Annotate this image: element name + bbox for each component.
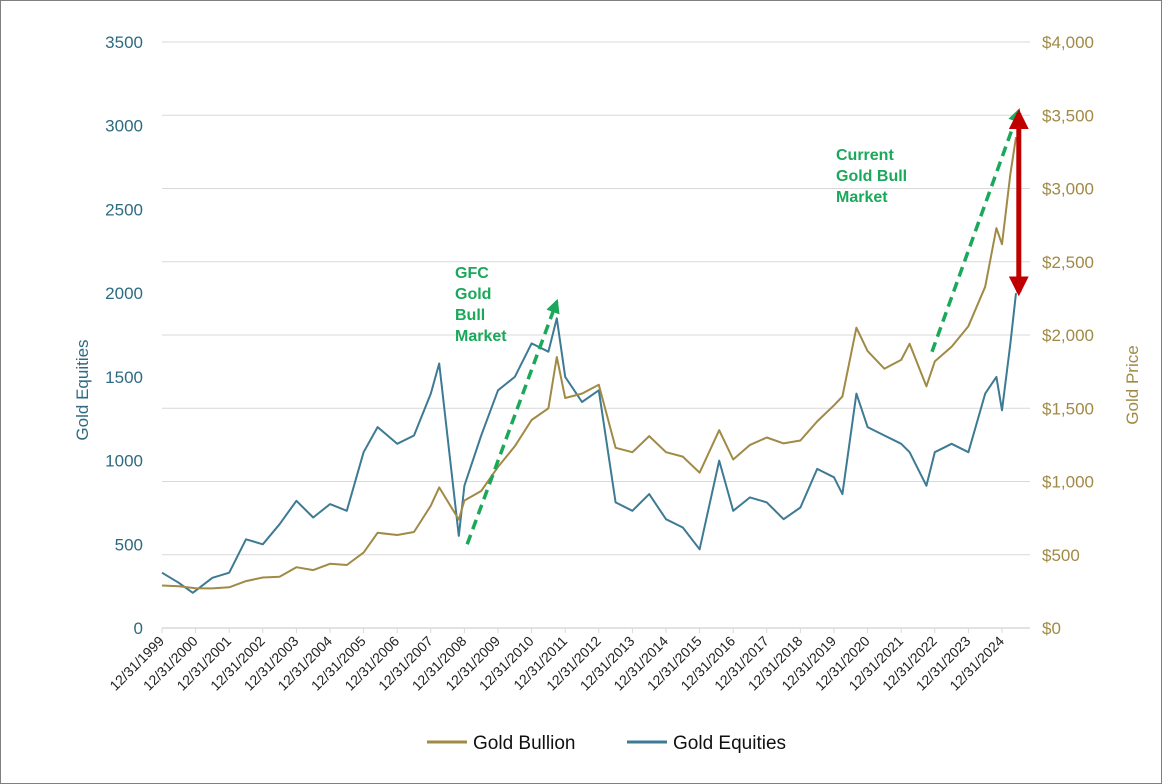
left-axis-tick-label: 3500 (105, 33, 143, 52)
legend-label: Gold Equities (673, 733, 786, 754)
left-axis-tick-label: 3000 (105, 117, 143, 136)
right-axis-tick-label: $2,500 (1042, 253, 1094, 272)
series-line-gold-bullion (161, 137, 1017, 590)
left-axis-tick-label: 1000 (105, 452, 143, 471)
annotation-label: Market (836, 189, 888, 206)
right-axis-tick-label: $2,000 (1042, 326, 1094, 345)
bull-market-arrow (930, 108, 1022, 353)
legend-label: Gold Bullion (473, 733, 575, 754)
left-axis-tick-label: 0 (134, 619, 143, 638)
left-axis-tick-label: 2500 (105, 200, 143, 219)
left-axis-tick-label: 500 (115, 535, 143, 554)
left-axis-tick-label: 1500 (105, 368, 143, 387)
right-axis-tick-label: $4,000 (1042, 33, 1094, 52)
annotation-label: Gold Bull (836, 168, 907, 185)
annotation-label: Gold (455, 286, 491, 303)
right-axis-tick-label: $3,500 (1042, 106, 1094, 125)
right-axis-title: Gold Price (1123, 345, 1142, 424)
right-axis-tick-label: $1,500 (1042, 399, 1094, 418)
annotation-label: GFC (455, 265, 489, 282)
right-axis-tick-label: $3,000 (1042, 180, 1094, 199)
right-axis-tick-label: $0 (1042, 619, 1061, 638)
bull-market-arrow (465, 298, 560, 545)
annotation-label: Market (455, 328, 507, 345)
left-axis-title: Gold Equities (73, 339, 92, 440)
left-axis-tick-label: 2000 (105, 284, 143, 303)
right-axis-tick-label: $1,000 (1042, 473, 1094, 492)
right-axis-tick-label: $500 (1042, 546, 1080, 565)
annotation-label: Current (836, 147, 894, 164)
series-line-gold-equities (161, 292, 1017, 594)
annotation-label: Bull (455, 307, 485, 324)
